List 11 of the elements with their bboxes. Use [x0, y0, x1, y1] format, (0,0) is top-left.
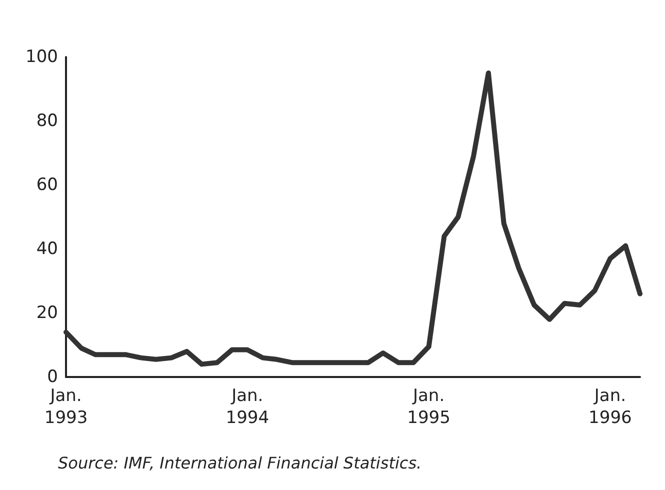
y-tick-label: 100	[26, 47, 58, 67]
x-tick-label: Jan. 1994	[226, 386, 270, 428]
x-tick-label: Jan. 1993	[44, 386, 88, 428]
x-tick-label: Jan. 1995	[407, 386, 450, 428]
source-note: Source: IMF, International Financial Statistics.	[58, 454, 422, 472]
y-tick-label: 0	[47, 367, 58, 387]
x-tick-label: Jan. 1996	[588, 386, 632, 428]
y-tick-label: 80	[36, 111, 58, 131]
y-tick-label: 20	[36, 303, 58, 323]
y-tick-label: 40	[36, 239, 58, 259]
y-tick-label: 60	[36, 175, 58, 195]
